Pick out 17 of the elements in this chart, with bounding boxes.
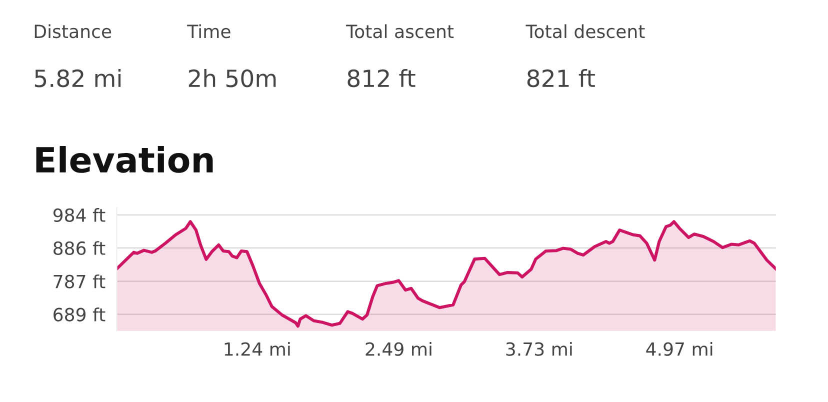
text: Total ascent — [346, 24, 454, 38]
y-tick-label: 886 ft — [54, 241, 106, 256]
chart-title: Elevation — [36, 146, 213, 173]
text: 5.82 mi — [34, 68, 121, 88]
text: Distance — [34, 24, 112, 38]
text: 2h 50m — [188, 68, 276, 88]
x-tick-label: 3.73 mi — [506, 342, 572, 356]
text: Total descent — [526, 24, 645, 38]
text: 821 ft — [527, 68, 595, 88]
text: 812 ft — [348, 68, 416, 88]
x-tick-label: 4.97 mi — [646, 342, 712, 356]
x-tick-label: 1.24 mi — [224, 342, 290, 356]
x-tick-label: 2.49 mi — [366, 342, 432, 356]
y-tick-label: 689 ft — [54, 307, 106, 322]
y-tick-label: 984 ft — [53, 208, 106, 222]
text: Time — [187, 24, 230, 38]
y-tick-label: 787 ft — [54, 274, 106, 288]
